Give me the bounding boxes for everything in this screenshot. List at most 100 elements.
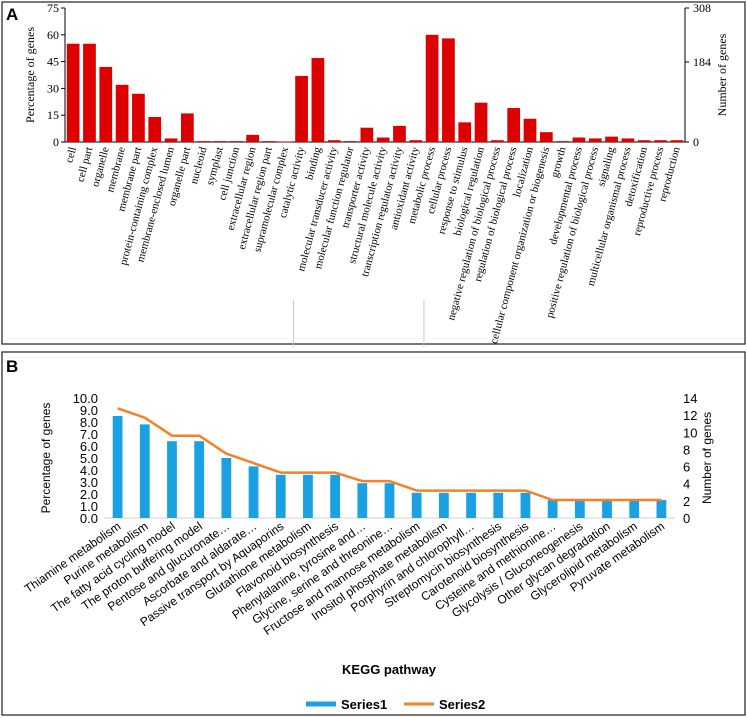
b-legend-series1-label: Series1 — [341, 697, 387, 712]
a-bar — [572, 137, 586, 142]
b-y2-tick-label: 8 — [683, 442, 690, 457]
b-y-tick-label: 9.0 — [80, 403, 98, 418]
a-y-tick-label: 45 — [47, 55, 59, 69]
a-bar — [311, 58, 325, 142]
a-bar — [164, 138, 178, 142]
a-bar — [425, 34, 439, 142]
b-bar — [194, 441, 205, 518]
a-y-tick-label: 0 — [53, 135, 59, 149]
b-series2-line — [117, 407, 662, 502]
b-y-tick-label: 4.0 — [80, 463, 98, 478]
a-bar — [83, 43, 96, 142]
a-y2-tick-label: 184 — [693, 55, 711, 69]
a-bar — [197, 141, 211, 142]
b-bar — [330, 474, 341, 518]
a-bar — [507, 108, 521, 142]
b-bar — [248, 466, 259, 518]
a-bar — [99, 66, 113, 142]
a-bar — [344, 141, 357, 142]
b-y-tick-label: 7.0 — [80, 427, 98, 442]
a-bar — [539, 132, 553, 142]
b-y-axis-title: Percentage of genes — [39, 403, 53, 514]
b-bar — [602, 500, 612, 518]
b-bar — [547, 500, 558, 518]
a-bar — [262, 141, 276, 142]
b-bar — [520, 492, 531, 518]
a-y-tick-label: 15 — [47, 108, 59, 122]
a-bar — [442, 38, 455, 142]
a-bar — [637, 140, 651, 142]
b-bar — [275, 474, 286, 518]
panel-b-border — [1, 351, 746, 716]
b-bar — [303, 474, 313, 518]
b-y-tick-label: 10.0 — [73, 391, 98, 406]
panel-a-label: A — [6, 5, 18, 24]
panel-a-border — [1, 1, 746, 345]
a-bar — [295, 75, 308, 142]
b-bar — [466, 492, 476, 518]
b-x-axis-title: KEGG pathway — [342, 662, 437, 677]
b-y2-axis-title: Number of genes — [700, 412, 714, 504]
a-y2-axis-title: Number of genes — [715, 33, 729, 116]
a-bar — [376, 137, 390, 142]
b-y2-tick-label: 6 — [683, 460, 690, 475]
b-y-tick-label: 1.0 — [80, 499, 98, 514]
b-bar — [411, 492, 422, 518]
b-bar — [357, 483, 368, 518]
a-bar — [654, 140, 667, 142]
a-bar — [148, 116, 162, 142]
b-y-tick-label: 6.0 — [80, 439, 98, 454]
panel-b-label: B — [6, 357, 18, 376]
b-y-tick-label: 3.0 — [80, 475, 98, 490]
a-bar — [181, 113, 194, 142]
b-bar — [221, 458, 232, 518]
b-bar — [139, 424, 150, 518]
a-bar — [474, 102, 488, 142]
b-y-tick-label: 0.0 — [80, 511, 98, 526]
a-y2-tick-label: 0 — [693, 135, 699, 149]
b-bar — [629, 500, 640, 518]
a-bar — [393, 125, 406, 142]
a-bar — [556, 141, 569, 142]
b-y2-tick-label: 10 — [683, 425, 697, 440]
a-bar — [523, 118, 537, 142]
a-bar — [132, 93, 145, 142]
a-bar — [605, 136, 618, 142]
b-y-tick-label: 5.0 — [80, 451, 98, 466]
b-y-tick-label: 2.0 — [80, 487, 98, 502]
a-bar — [213, 141, 227, 142]
a-bar — [278, 141, 292, 143]
a-y-tick-label: 60 — [47, 28, 59, 42]
a-bar — [491, 140, 504, 142]
a-y-tick-label: 30 — [47, 81, 59, 95]
a-bar — [409, 140, 423, 142]
b-bar — [574, 500, 585, 518]
b-bar — [167, 441, 177, 518]
b-y-tick-label: 8.0 — [80, 415, 98, 430]
a-bar — [621, 138, 635, 142]
b-bar — [112, 416, 123, 518]
b-y2-tick-label: 14 — [683, 391, 697, 406]
a-bar — [66, 43, 80, 142]
b-bar — [438, 492, 449, 518]
b-bar — [656, 500, 667, 518]
a-bar — [327, 140, 341, 142]
a-bar — [229, 141, 243, 142]
a-bar — [670, 140, 684, 142]
a-bar — [458, 122, 472, 142]
a-category-label: cell — [63, 146, 79, 164]
b-y2-tick-label: 0 — [683, 511, 690, 526]
b-legend-series2-label: Series2 — [439, 697, 485, 712]
a-bar — [360, 127, 374, 142]
a-y-tick-label: 75 — [47, 1, 59, 15]
b-bar — [384, 483, 395, 518]
b-y2-tick-label: 2 — [683, 494, 690, 509]
b-y2-tick-label: 4 — [683, 477, 690, 492]
a-bar — [115, 84, 129, 142]
a-bar — [246, 134, 259, 142]
b-y2-tick-label: 12 — [683, 408, 697, 423]
a-y2-tick-label: 308 — [693, 1, 711, 15]
a-y-axis-title: Percentage of genes — [23, 27, 37, 123]
